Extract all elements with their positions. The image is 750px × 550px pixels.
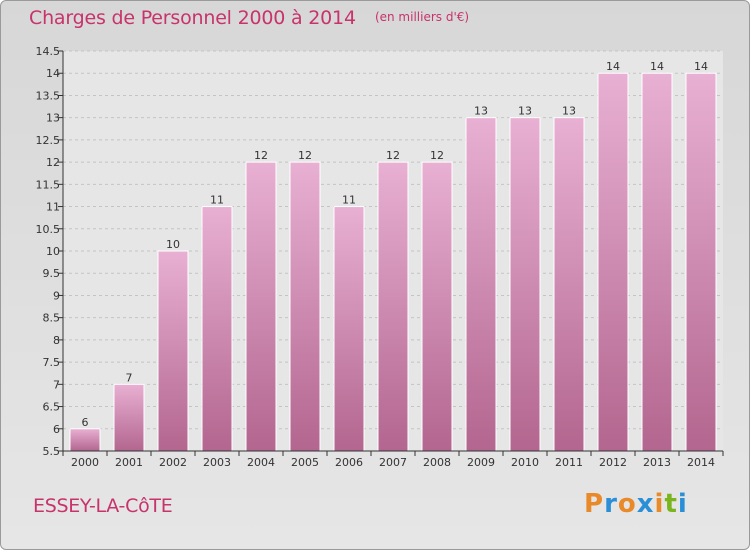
x-tick-label-2001: 2001 xyxy=(115,456,143,469)
logo-letter: r xyxy=(604,489,618,519)
bar-2007 xyxy=(377,161,409,452)
y-tick-label: 13 xyxy=(46,112,60,125)
y-tick-label: 6.5 xyxy=(43,401,61,414)
bar-2002 xyxy=(157,250,189,452)
logo-letter: P xyxy=(584,489,605,519)
logo-letter: x xyxy=(636,489,655,519)
x-tick-label-2007: 2007 xyxy=(379,456,407,469)
data-labels: 6 7 10 11 12 12 11 12 12 13 13 13 14 14 14 xyxy=(82,60,709,429)
data-label-2003: 11 xyxy=(210,194,224,207)
proxiti-logo: Proxiti xyxy=(584,489,688,519)
commune-name: ESSEY-LA-CôTE xyxy=(33,495,173,517)
bar-2014 xyxy=(685,72,717,452)
y-tick-label: 14 xyxy=(46,67,60,80)
y-tick-label: 10 xyxy=(46,245,60,258)
data-label-2008: 12 xyxy=(430,149,444,162)
y-tick-label: 5.5 xyxy=(43,445,61,458)
x-tick-label-2002: 2002 xyxy=(159,456,187,469)
bar-2005 xyxy=(289,161,321,452)
title-row: Charges de Personnel 2000 à 2014 (en mil… xyxy=(29,7,469,29)
x-tick-label-2009: 2009 xyxy=(467,456,495,469)
x-axis: 2000 2001 2002 2003 2004 2005 2006 2007 2008 2009… xyxy=(62,450,724,469)
y-tick-label: 13.5 xyxy=(36,89,61,102)
x-tick-label-2008: 2008 xyxy=(423,456,451,469)
bar-2001 xyxy=(113,383,145,452)
data-label-2002: 10 xyxy=(166,238,180,251)
y-tick-label: 8 xyxy=(53,334,60,347)
bar-2011 xyxy=(553,117,585,452)
y-tick-label: 8.5 xyxy=(43,312,61,325)
data-label-2000: 6 xyxy=(82,416,89,429)
data-label-2006: 11 xyxy=(342,194,356,207)
y-tick-label: 10.5 xyxy=(36,223,61,236)
y-tick-label: 6 xyxy=(53,423,60,436)
y-tick-label: 12 xyxy=(46,156,60,169)
x-tick-label-2012: 2012 xyxy=(599,456,627,469)
x-tick-label-2011: 2011 xyxy=(555,456,583,469)
y-tick-label: 11.5 xyxy=(36,178,61,191)
x-tick-label-2006: 2006 xyxy=(335,456,363,469)
bars xyxy=(69,72,717,452)
y-tick-label: 11 xyxy=(46,201,60,214)
bar-2013 xyxy=(641,72,673,452)
data-label-2004: 12 xyxy=(254,149,268,162)
data-label-2010: 13 xyxy=(518,105,532,118)
chart-unit: (en milliers d'€) xyxy=(374,10,470,24)
y-tick-label: 9.5 xyxy=(43,267,61,280)
y-tick-label: 12.5 xyxy=(36,134,61,147)
bar-2004 xyxy=(245,161,277,452)
y-tick-label: 7.5 xyxy=(43,356,61,369)
data-label-2014: 14 xyxy=(694,60,708,73)
bar-2012 xyxy=(597,72,629,452)
y-tick-label: 7 xyxy=(53,378,60,391)
logo-letter: i xyxy=(677,489,688,519)
x-tick-label-2003: 2003 xyxy=(203,456,231,469)
x-tick-label-2010: 2010 xyxy=(511,456,539,469)
logo-letter: o xyxy=(617,489,637,519)
y-tick-label: 14.5 xyxy=(36,45,61,58)
logo-letter: i xyxy=(654,489,665,519)
x-tick-label-2014: 2014 xyxy=(687,456,715,469)
x-tick-label-2000: 2000 xyxy=(71,456,99,469)
data-label-2009: 13 xyxy=(474,105,488,118)
logo-letter: t xyxy=(664,489,678,519)
y-tick-label: 9 xyxy=(53,289,60,302)
data-label-2013: 14 xyxy=(650,60,664,73)
x-tick-label-2005: 2005 xyxy=(291,456,319,469)
y-axis: 5.5 6 6.5 7 7.5 8 8.5 9 9.5 10 10.5 11 11.5 12 12.5 13 1… xyxy=(36,45,64,458)
bar-2009 xyxy=(465,117,497,452)
bar-2000 xyxy=(69,428,101,452)
bar-2010 xyxy=(509,117,541,452)
bar-2006 xyxy=(333,206,365,452)
bar-2008 xyxy=(421,161,453,452)
x-tick-label-2004: 2004 xyxy=(247,456,275,469)
data-label-2011: 13 xyxy=(562,105,576,118)
chart-title: Charges de Personnel 2000 à 2014 xyxy=(29,7,356,29)
data-label-2005: 12 xyxy=(298,149,312,162)
data-label-2007: 12 xyxy=(386,149,400,162)
data-label-2012: 14 xyxy=(606,60,620,73)
x-tick-label-2013: 2013 xyxy=(643,456,671,469)
bar-2003 xyxy=(201,206,233,452)
data-label-2001: 7 xyxy=(126,371,133,384)
